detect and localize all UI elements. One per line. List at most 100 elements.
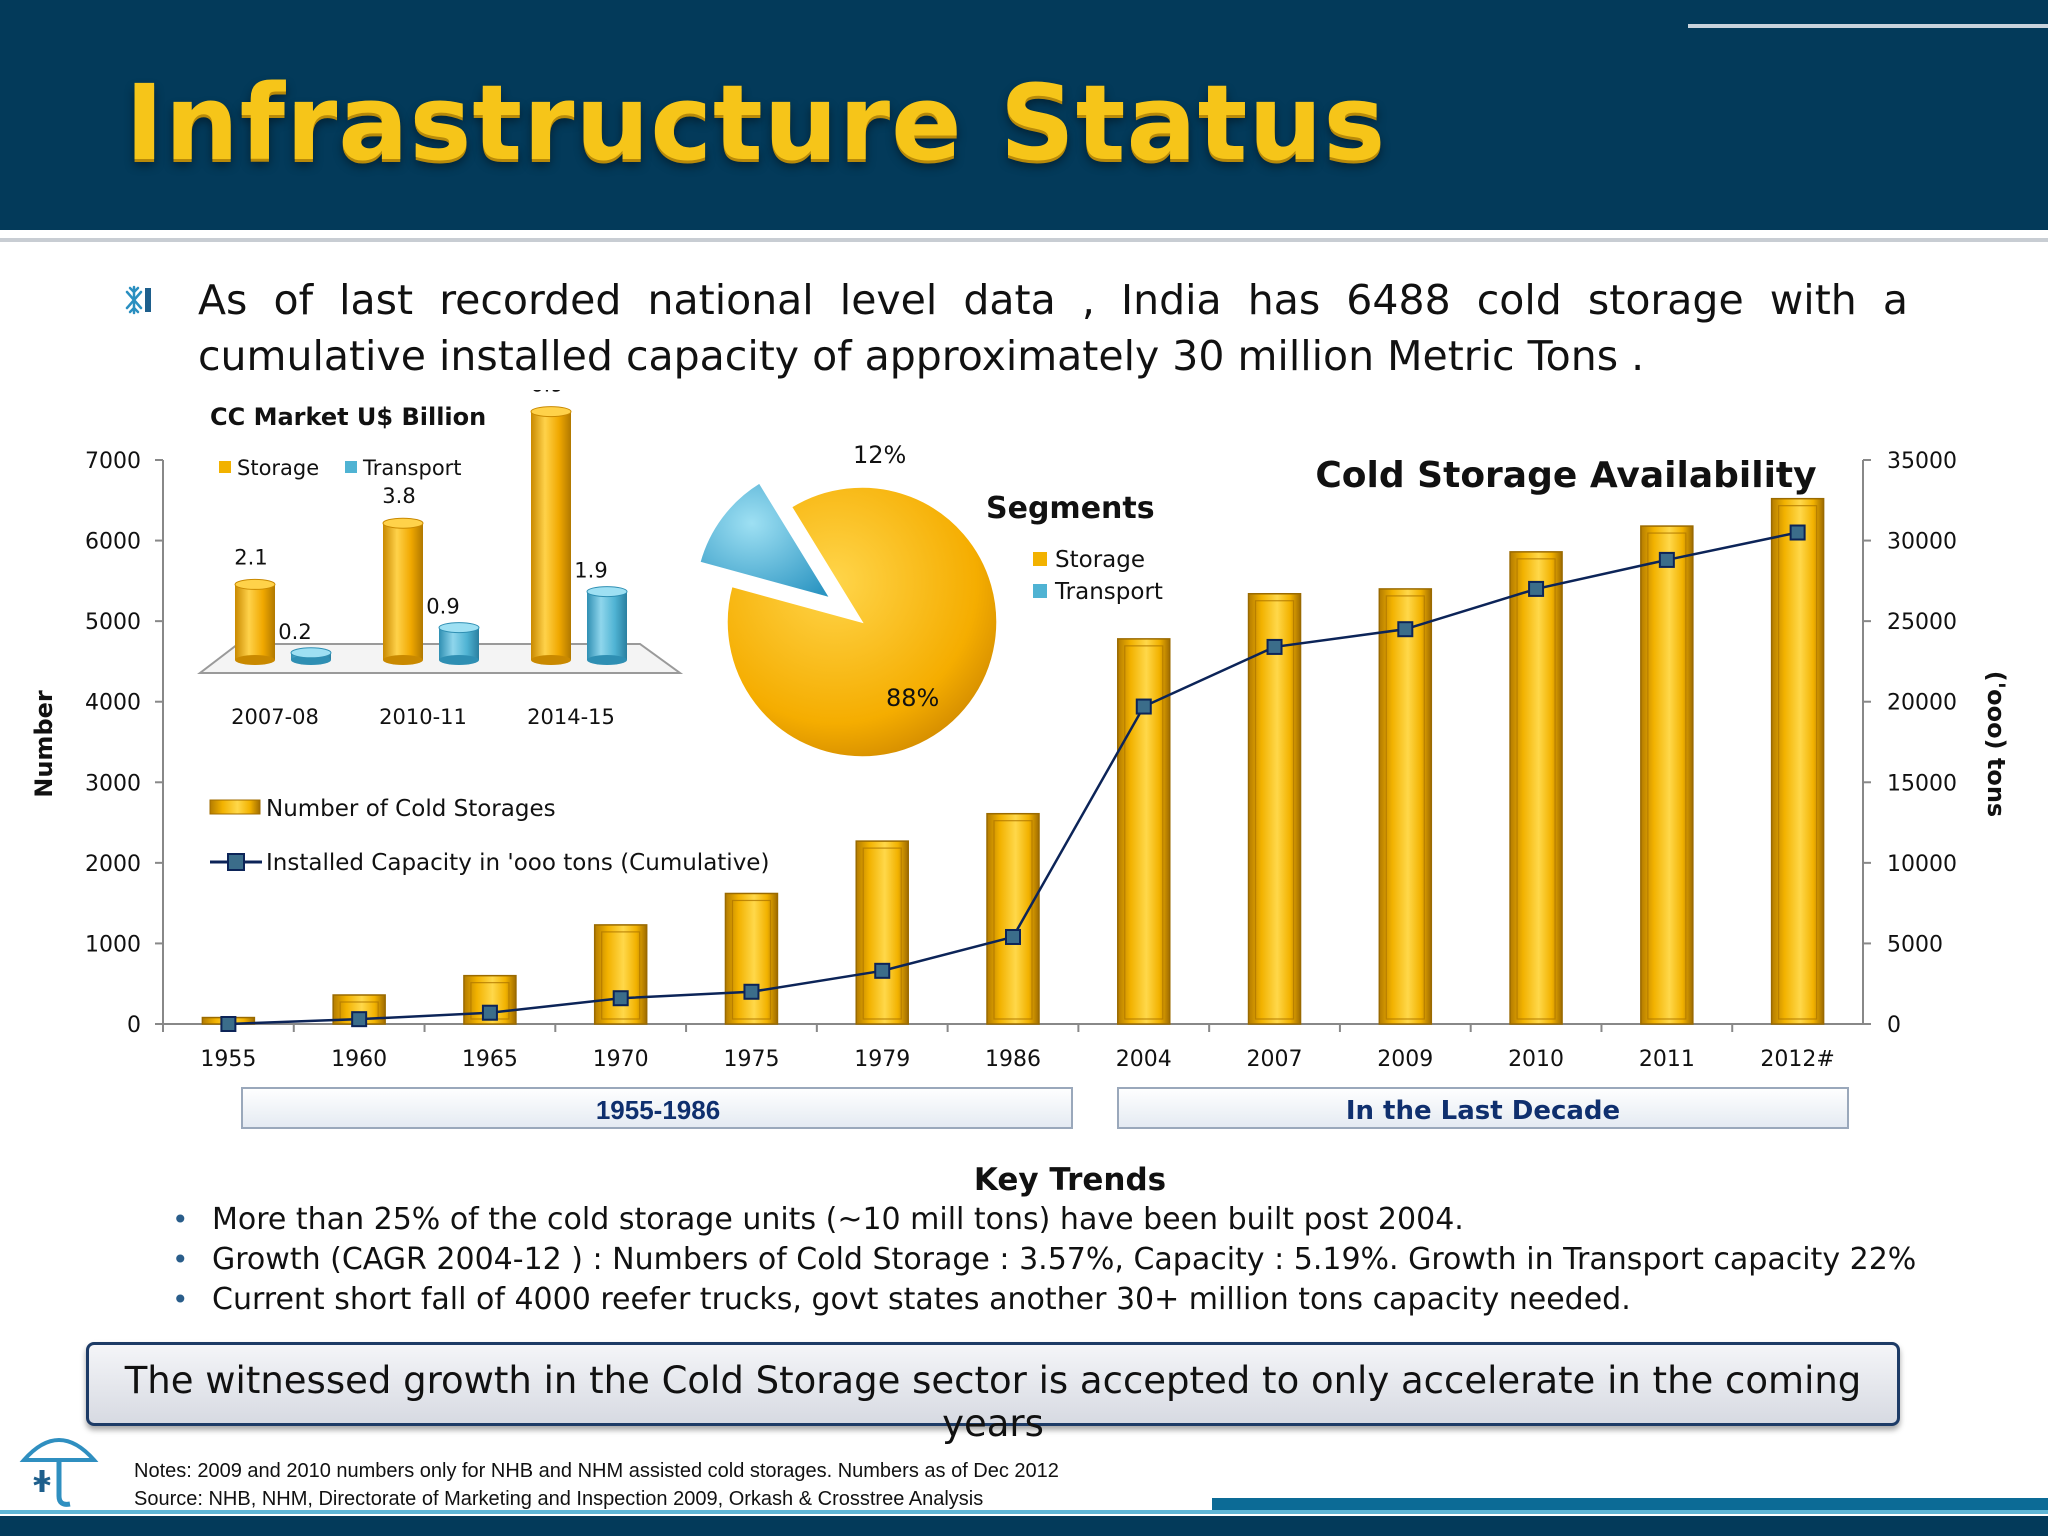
capacity-point xyxy=(220,1016,237,1032)
main-legend: Number of Cold Storages Installed Capaci… xyxy=(209,796,769,876)
storage-bar-bevel xyxy=(1516,558,1556,1020)
storage-bar xyxy=(1509,551,1563,1025)
storage-bar xyxy=(986,812,1040,1025)
storage-bar-bevel xyxy=(1778,505,1818,1020)
intro-text: As of last recorded national level data … xyxy=(198,276,1908,380)
source-line: Source: NHB, NHM, Directorate of Marketi… xyxy=(134,1488,984,1510)
y-axis-label: Number xyxy=(30,690,58,798)
pie-label-transport: 12% xyxy=(853,441,906,469)
storage-bar-bevel xyxy=(1124,645,1164,1020)
umbrella-logo-icon xyxy=(19,1438,99,1507)
trend-item: More than 25% of the cold storage units … xyxy=(172,1200,1916,1240)
storage-bar-bevel xyxy=(731,899,772,1020)
left-tick-label: 1000 xyxy=(85,932,141,957)
cc-x-tick-label: 2010-11 xyxy=(379,705,467,729)
left-tick-label: 0 xyxy=(127,1013,141,1038)
cc-storage-bar xyxy=(383,523,423,660)
right-tick-labels: 0 5000 10000 15000 20000 25000 30000 35000 xyxy=(1863,449,1957,1038)
x-tick-label: 1979 xyxy=(854,1047,910,1072)
pie-legend-storage-label: Storage xyxy=(1055,547,1145,573)
group-band-1955-1986-label: 1955-1986 xyxy=(596,1095,720,1125)
capacity-point xyxy=(1528,580,1545,597)
right-tick-label: 5000 xyxy=(1887,932,1943,957)
x-tick-labels: 1955 1960 1965 1970 1975 1979 1986 2004 2007 2009… xyxy=(162,1024,1835,1072)
right-tick-label: 20000 xyxy=(1887,691,1957,716)
key-trends-title: Key Trends xyxy=(973,1162,1167,1198)
notes-line: Notes: 2009 and 2010 numbers only for NH… xyxy=(134,1460,1059,1482)
right-tick-label: 10000 xyxy=(1887,852,1957,877)
left-tick-label: 3000 xyxy=(85,771,141,796)
right-tick-label: 15000 xyxy=(1887,771,1957,796)
cc-storage-bar-top xyxy=(234,578,276,590)
cc-x-tick-label: 2014-15 xyxy=(527,705,615,729)
segments-pie: 12% 88% Segments Storage Transport xyxy=(698,441,1163,758)
pie-label-storage: 88% xyxy=(886,684,939,712)
storage-bar xyxy=(855,840,909,1025)
pie-slice-storage xyxy=(726,486,998,758)
storage-bar-bevel xyxy=(993,820,1033,1020)
x-tick-label: 2007 xyxy=(1247,1047,1303,1072)
capacity-point xyxy=(1005,928,1021,945)
storage-bar xyxy=(724,892,779,1025)
left-tick-label: 7000 xyxy=(85,449,141,474)
storage-bar-bevel xyxy=(601,931,641,1020)
cc-x-tick-labels: 2007-08 2010-11 2014-15 xyxy=(231,705,615,729)
cc-storage-bar xyxy=(235,584,275,660)
storage-bar-bevel xyxy=(1254,600,1295,1020)
storage-bar xyxy=(593,924,648,1025)
left-tick-label: 6000 xyxy=(85,530,141,555)
cc-transport-bar-base xyxy=(587,655,627,665)
main-chart-title: Cold Storage Availability xyxy=(1315,455,1816,496)
trend-item: Growth (CAGR 2004-12 ) : Numbers of Cold… xyxy=(172,1240,1916,1280)
right-tick-label: 30000 xyxy=(1887,530,1957,555)
legend-capacity-label: Installed Capacity in 'ooo tons (Cumulat… xyxy=(266,850,769,876)
pie-legend-transport-swatch xyxy=(1033,584,1047,598)
cc-storage-bar-base xyxy=(383,655,423,665)
storage-bar xyxy=(1640,525,1694,1025)
header-accent-line xyxy=(1688,24,2048,28)
legend-storage-swatch xyxy=(209,799,261,815)
cc-transport-bar-top xyxy=(290,647,332,659)
right-tick-label: 25000 xyxy=(1887,610,1957,635)
x-tick-label: 2004 xyxy=(1116,1047,1172,1072)
capacity-point xyxy=(351,1011,368,1028)
key-trends-list: More than 25% of the cold storage units … xyxy=(172,1200,1916,1320)
pie-slices xyxy=(698,481,998,758)
main-bars xyxy=(201,497,1825,1025)
storage-bar xyxy=(1247,592,1302,1025)
pie-title: Segments xyxy=(986,491,1155,526)
capacity-point xyxy=(1266,638,1283,655)
y2-axis-label: ('ooo) tons xyxy=(1982,671,2010,817)
cc-storage-value: 2.1 xyxy=(234,545,267,569)
cc-storage-bar-base xyxy=(235,655,275,665)
conclusion-banner: The witnessed growth in the Cold Storage… xyxy=(86,1342,1900,1445)
slide-title: Infrastructure Status xyxy=(125,62,1387,184)
x-tick-label: 1960 xyxy=(331,1047,387,1072)
capacity-point xyxy=(1397,621,1414,638)
x-tick-label: 2011 xyxy=(1639,1047,1695,1072)
cc-bars: 2.1 0.2 3.8 0.9 6.9 1.9 xyxy=(234,390,628,665)
pie-legend-transport-label: Transport xyxy=(1054,579,1163,605)
cc-legend-storage-label: Storage xyxy=(237,456,319,480)
capacity-point xyxy=(612,990,629,1007)
x-tick-label: 1970 xyxy=(593,1047,649,1072)
cc-transport-bar-base xyxy=(439,655,479,665)
x-tick-label: 2012# xyxy=(1760,1047,1834,1072)
capacity-point xyxy=(481,1004,498,1021)
cc-legend-transport-swatch xyxy=(345,461,357,473)
x-tick-label: 1955 xyxy=(200,1047,256,1072)
cc-transport-bar xyxy=(587,591,627,660)
right-tick-label: 35000 xyxy=(1887,449,1957,474)
capacity-line-series xyxy=(220,524,1806,1032)
capacity-point xyxy=(1789,524,1806,541)
pie-slice-transport xyxy=(698,481,832,600)
x-tick-label: 1965 xyxy=(462,1047,518,1072)
legend-capacity-marker xyxy=(227,853,245,871)
capacity-point xyxy=(874,962,891,979)
capacity-point xyxy=(1135,698,1152,715)
capacity-point xyxy=(1658,551,1675,568)
x-tick-label: 2010 xyxy=(1508,1047,1564,1072)
legend-storage-label: Number of Cold Storages xyxy=(266,796,556,822)
cc-legend-storage-swatch xyxy=(219,461,231,473)
footer-accent-bar xyxy=(1212,1498,2048,1510)
